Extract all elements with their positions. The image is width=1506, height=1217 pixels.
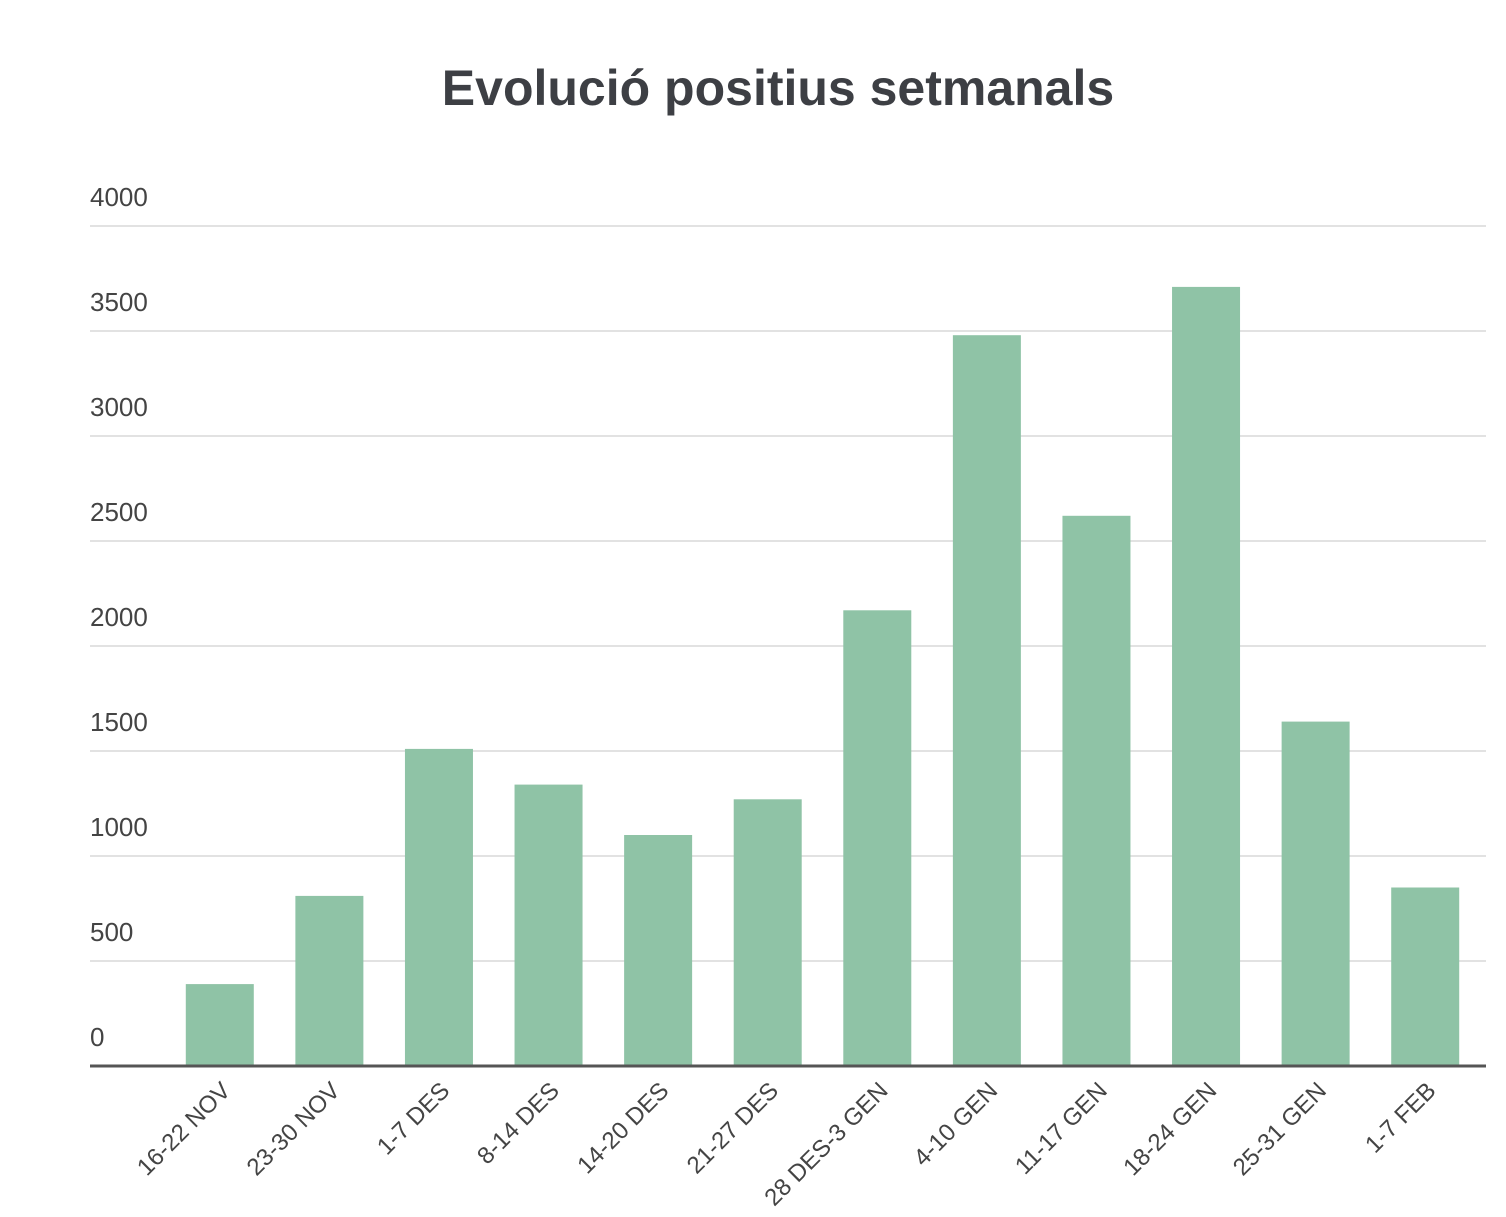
y-tick-label: 1500 xyxy=(90,707,148,737)
y-tick-label: 3500 xyxy=(90,287,148,317)
y-tick-label: 2000 xyxy=(90,602,148,632)
x-tick-label: 11-17 GEN xyxy=(1010,1077,1113,1180)
x-tick-label: 23-30 NOV xyxy=(242,1077,346,1181)
y-tick-label: 4000 xyxy=(90,182,148,212)
x-tick-label: 1-7 DES xyxy=(372,1077,455,1160)
x-tick-label: 1-7 FEB xyxy=(1360,1077,1441,1158)
bar xyxy=(843,610,912,1066)
bar xyxy=(733,799,802,1066)
x-tick-label: 16-22 NOV xyxy=(132,1077,236,1181)
bar xyxy=(1281,721,1350,1066)
bar xyxy=(952,335,1021,1066)
x-tick-label: 8-14 DES xyxy=(472,1077,565,1170)
chart-title: Evolució positius setmanals xyxy=(442,60,1114,116)
bar xyxy=(185,984,254,1066)
y-tick-label: 1000 xyxy=(90,812,148,842)
x-tick-label: 14-20 DES xyxy=(572,1077,674,1179)
y-tick-label: 3000 xyxy=(90,392,148,422)
bar xyxy=(404,748,473,1066)
y-tick-label: 500 xyxy=(90,917,133,947)
y-tick-label: 2500 xyxy=(90,497,148,527)
x-tick-label: 18-24 GEN xyxy=(1118,1077,1222,1181)
y-tick-label: 0 xyxy=(90,1022,104,1052)
x-tick-label: 25-31 GEN xyxy=(1228,1077,1332,1181)
bar xyxy=(1172,286,1241,1066)
x-tick-label: 21-27 DES xyxy=(682,1077,784,1179)
bar xyxy=(624,835,693,1066)
bar xyxy=(1391,887,1460,1066)
bar xyxy=(514,784,583,1066)
x-tick-label: 4-10 GEN xyxy=(909,1077,1004,1172)
bar xyxy=(1062,515,1131,1066)
bar xyxy=(295,895,364,1066)
